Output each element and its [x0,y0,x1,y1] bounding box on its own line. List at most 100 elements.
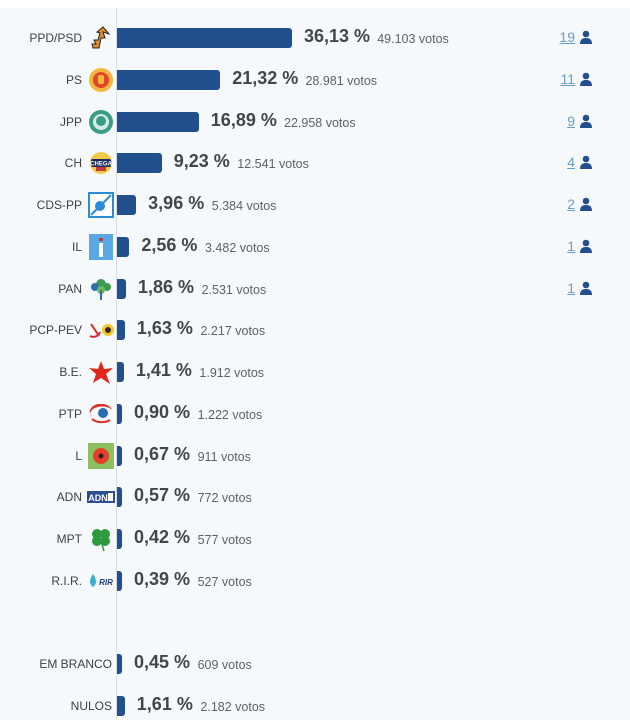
votes-count: 49.103 votos [377,32,449,46]
chart-row: CH CHEGA 9,23 % 12.541 votos 4 [0,148,630,178]
seats-count[interactable]: 9 [567,112,575,129]
seats-count[interactable]: 11 [560,70,575,87]
result-bar [117,111,199,132]
party-label: NULOS [70,699,112,713]
party-label: PTP [58,406,82,421]
seats-count[interactable]: 4 [567,154,575,171]
result-bar [117,69,221,90]
votes-count: 5.384 votos [211,199,277,213]
livre-poppy-icon [87,442,115,469]
party-label: MPT [56,532,82,546]
chart-row: MPT 0,42 % 577 votos [0,524,630,554]
adn-text-icon: ADN [87,484,115,510]
percentage-value: 0,45 % [134,652,191,672]
person-icon [579,239,593,253]
chart-row: NULOS 1,61 % 2.182 votos [0,691,630,721]
party-label: CH [64,156,82,171]
jpp-circle-icon [87,109,115,135]
party-label: B.E. [59,365,82,379]
party-label: L [75,448,82,463]
votes-count: 2.531 votos [201,282,267,297]
svg-text:CHEGA: CHEGA [90,162,112,168]
percentage-value: 2,56 % [141,234,198,255]
party-label: PAN [58,281,82,296]
seats-count[interactable]: 1 [567,237,575,254]
party-label: EM BRANCO [39,657,112,671]
chart-row: PTP 0,90 % 1.222 votos [0,399,630,429]
votes-count: 911 votos [197,449,251,464]
result-bar [117,654,122,674]
percentage-value: 1,61 % [136,694,193,714]
percentage-value: 1,86 % [138,276,195,297]
result-bar [117,28,292,48]
chart-row: IL 2,56 % 3.482 votos 1 [0,232,630,262]
votes-count: 28.981 votos [305,73,378,88]
party-label: PPD/PSD [29,31,82,45]
result-bar [117,487,122,508]
seats-count[interactable]: 19 [559,29,575,45]
seats-link[interactable]: 2 [567,196,593,212]
votes-count: 12.541 votos [237,157,309,172]
percentage-value: 0,57 % [134,485,191,506]
ps-fist-icon [87,67,115,93]
seats-link[interactable]: 19 [559,29,593,45]
party-label: ADN [56,490,82,505]
result-bar [117,320,125,341]
votes-count: 2.217 votos [200,324,266,339]
votes-count: 577 votos [197,533,252,547]
rir-drop-icon: RIR [87,568,115,594]
chart-row: B.E. 1,41 % 1.912 votos [0,357,630,387]
result-bar [117,403,122,424]
seats-link[interactable]: 1 [567,238,593,254]
cds-ball-icon [87,192,115,218]
person-icon [579,30,593,44]
result-bar [117,529,122,549]
party-label: PS [65,72,82,87]
person-icon [579,114,593,128]
svg-text:ADN: ADN [88,493,108,503]
result-bar [117,153,162,174]
percentage-value: 1,63 % [136,318,193,339]
result-bar [117,570,122,591]
mpt-clover-icon [87,526,115,552]
votes-count: 3.482 votos [204,240,270,255]
seats-count[interactable]: 2 [567,196,575,212]
percentage-value: 21,32 % [232,67,299,88]
seats-link[interactable]: 1 [567,280,593,296]
chart-axis [116,8,117,720]
chart-row: PS 21,32 % 28.981 votos 11 [0,65,630,95]
result-bar [117,696,125,716]
seats-link[interactable]: 4 [567,154,593,170]
chart-row: JPP 16,89 % 22.958 votos 9 [0,107,630,137]
party-label: JPP [59,114,82,129]
chart-row: PCP-PEV 1,63 % 2.217 votos [0,315,630,345]
pan-tree-icon [87,276,115,302]
party-label: CDS-PP [36,198,82,212]
votes-count: 1.222 votos [197,407,263,422]
result-bar [117,362,124,382]
percentage-value: 0,67 % [134,443,191,464]
percentage-value: 9,23 % [173,151,230,172]
il-i-icon [87,233,115,260]
result-bar [117,236,130,257]
chart-row: PPD/PSD 36,13 % 49.103 votos 19 [0,23,630,53]
percentage-value: 0,42 % [134,527,191,547]
seats-count[interactable]: 1 [567,279,575,296]
party-label: R.I.R. [51,573,82,588]
result-bar [117,278,126,299]
person-icon [579,281,593,295]
votes-count: 609 votos [197,658,252,672]
person-icon [579,72,593,86]
votes-count: 1.912 votos [199,366,265,380]
votes-count: 527 votos [197,574,252,589]
chart-row: ADN ADN 0,57 % 772 votos [0,482,630,512]
votes-count: 772 votos [197,491,252,506]
ptp-swoosh-icon [87,401,115,427]
result-bar [117,195,137,215]
chart-row: PAN 1,86 % 2.531 votos 1 [0,274,630,304]
chart-row: R.I.R. RIR 0,39 % 527 votos [0,566,630,596]
chart-row: CDS-PP 3,96 % 5.384 votos 2 [0,190,630,220]
seats-link[interactable]: 11 [560,71,593,87]
seats-link[interactable]: 9 [567,113,593,129]
percentage-value: 0,39 % [134,568,191,589]
